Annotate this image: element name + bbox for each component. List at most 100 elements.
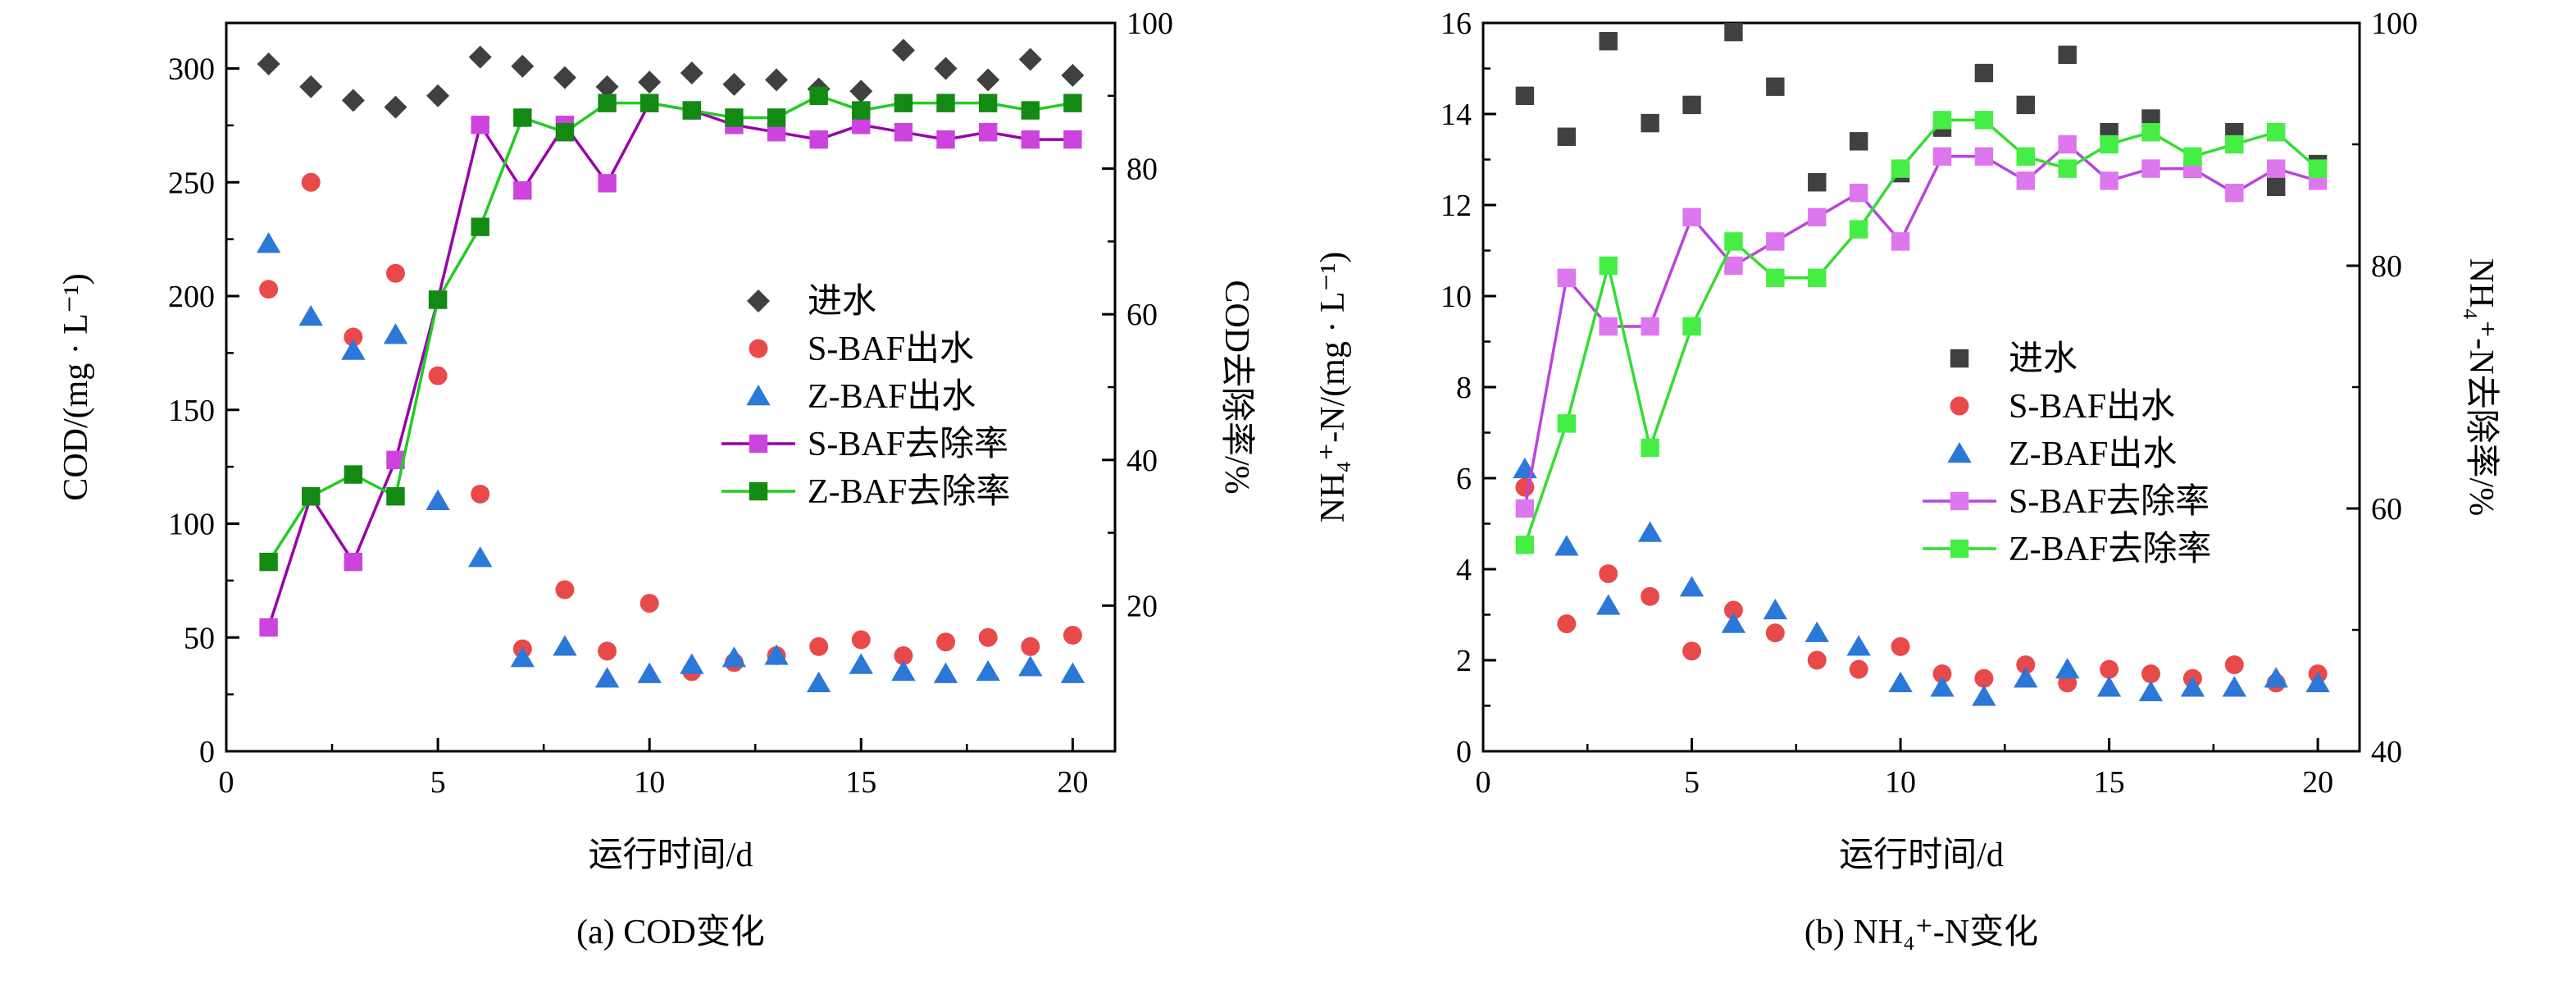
data-point [1063, 130, 1082, 149]
data-point [2141, 159, 2160, 178]
data-point [1515, 536, 1535, 554]
data-point [1808, 207, 1827, 226]
legend-label: Z-BAF出水 [2009, 435, 2177, 473]
x-tick-label: 20 [1057, 765, 1088, 800]
x-tick-label: 5 [430, 765, 446, 800]
y-tick-label: 14 [1440, 98, 1472, 132]
data-point [594, 667, 620, 688]
data-point [680, 62, 703, 85]
data-point [1682, 641, 1702, 661]
data-point [2183, 147, 2202, 166]
data-point [936, 130, 955, 149]
data-point [1766, 232, 1785, 251]
data-point [301, 172, 321, 192]
legend-label: S-BAF去除率 [808, 425, 1008, 463]
data-point [852, 116, 871, 135]
data-point [1063, 93, 1082, 112]
data-point [767, 123, 786, 142]
data-point [1599, 317, 1618, 336]
data-point [428, 290, 448, 309]
panel-caption: (b) NH₄⁺-N变化 [1805, 913, 2038, 951]
data-point [383, 323, 408, 344]
legend-label: 进水 [808, 283, 876, 321]
x-tick-label: 10 [1885, 765, 1916, 800]
y-tick-label: 100 [168, 508, 215, 542]
data-point [2100, 135, 2119, 154]
series-2 [256, 232, 1085, 692]
data-point [471, 116, 489, 135]
data-point [1849, 220, 1868, 239]
data-point [1021, 130, 1040, 149]
data-point [1724, 256, 1743, 276]
data-point [302, 487, 321, 506]
data-point [894, 93, 913, 112]
x-tick-label: 0 [219, 765, 234, 800]
data-point [1063, 625, 1082, 645]
y2-tick-label: 40 [1126, 444, 1158, 478]
data-point [1891, 636, 1910, 656]
data-point [1888, 671, 1913, 692]
y-tick-label: 16 [1440, 7, 1472, 41]
data-point [1930, 676, 1955, 697]
data-point [2225, 135, 2244, 154]
data-point [638, 71, 662, 94]
data-point [936, 632, 956, 652]
data-point [344, 552, 363, 572]
x-tick-label: 10 [634, 765, 665, 800]
data-point [1724, 22, 1743, 42]
data-point [2225, 184, 2244, 203]
legend-marker [1950, 396, 1969, 416]
panel-nh4: 0 5 10 15 20 0 2 4 6 8 10 12 14 16 40 60 80 100 运行时间/d NH₄⁺… [1314, 7, 2501, 951]
data-point [510, 646, 535, 668]
data-point [852, 101, 871, 120]
legend-label: Z-BAF去除率 [808, 472, 1010, 511]
data-point [1721, 612, 1746, 633]
data-point [1637, 521, 1663, 542]
data-point [1846, 635, 1871, 656]
data-point [1641, 438, 1659, 458]
y-tick-label: 6 [1456, 462, 1472, 496]
data-point [2138, 680, 2164, 702]
data-point [639, 594, 659, 613]
data-point [1974, 63, 1994, 83]
y2-tick-label: 40 [2371, 735, 2402, 769]
y-tick-label: 50 [184, 621, 215, 655]
data-point [1932, 111, 1952, 130]
legend-label: S-BAF出水 [808, 331, 974, 368]
data-point [1018, 48, 1042, 71]
y2-tick-label: 60 [1126, 298, 1158, 332]
data-point [598, 93, 617, 112]
data-point [1808, 173, 1827, 192]
data-point [468, 546, 493, 568]
data-point [1974, 111, 1994, 130]
data-point [1596, 594, 1621, 615]
y-tick-label: 300 [168, 52, 215, 87]
data-point [849, 80, 873, 103]
series-4 [1515, 111, 2328, 554]
data-point [2100, 659, 2119, 679]
data-point [894, 123, 913, 142]
data-point [1723, 600, 1743, 620]
y2-tick-label: 80 [1126, 153, 1158, 187]
y2-tick-label: 100 [2371, 7, 2418, 41]
data-point [2141, 664, 2160, 684]
data-point [682, 101, 702, 120]
data-point [894, 645, 913, 665]
legend-marker [749, 434, 768, 454]
data-point [555, 123, 575, 142]
data-point [555, 580, 575, 600]
data-point [2308, 159, 2328, 178]
data-point [1808, 268, 1827, 287]
series-0 [1515, 22, 2328, 196]
data-point [849, 653, 873, 674]
data-point [934, 57, 958, 80]
x-axis-label: 运行时间/d [1839, 837, 2004, 874]
y-axis-label: NH₄⁺-N/(mg · L⁻¹) [1314, 252, 1352, 523]
data-point [2016, 171, 2035, 190]
data-point [386, 487, 405, 506]
data-point [637, 662, 662, 683]
y2-axis-label: COD去除率/% [1217, 280, 1256, 494]
x-tick-label: 15 [2094, 765, 2125, 800]
y-tick-label: 0 [1456, 735, 1472, 769]
